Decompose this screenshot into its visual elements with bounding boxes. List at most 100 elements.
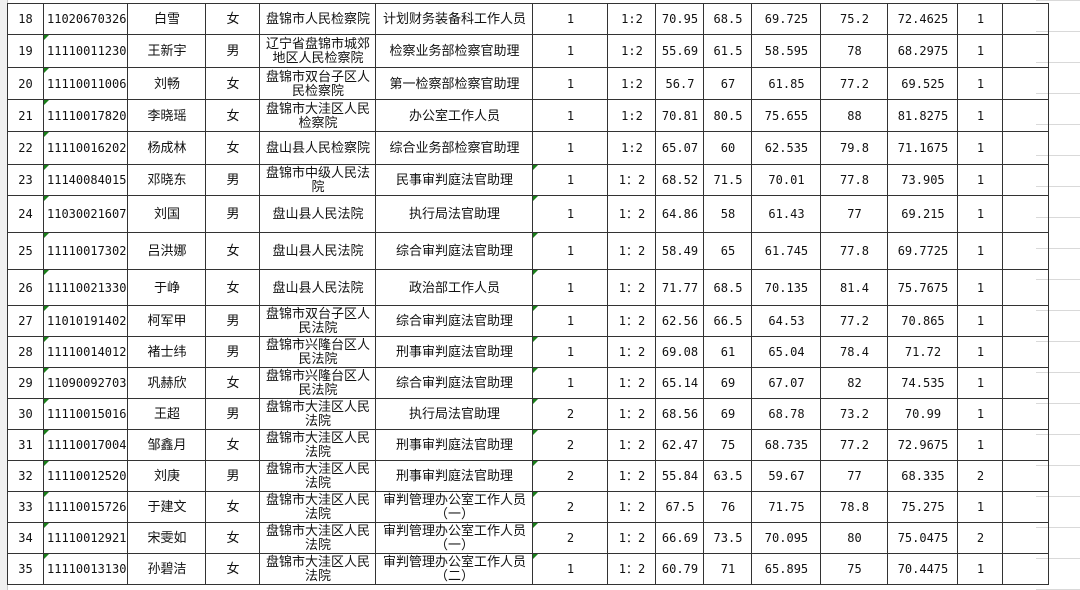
gender-cell[interactable]: 女 xyxy=(205,3,261,35)
total-score-cell[interactable]: 75.275 xyxy=(887,491,959,523)
gender-cell[interactable]: 女 xyxy=(205,491,261,523)
written-score-2-cell[interactable]: 60 xyxy=(703,131,753,165)
gender-cell[interactable]: 男 xyxy=(205,305,261,337)
quota-cell[interactable]: 2 xyxy=(532,522,609,554)
row-number-cell[interactable]: 24 xyxy=(7,195,44,233)
gender-cell[interactable]: 男 xyxy=(205,164,261,196)
written-score-2-cell[interactable]: 61.5 xyxy=(703,34,753,68)
written-score-cell[interactable]: 65.14 xyxy=(655,367,705,399)
total-score-cell[interactable]: 69.215 xyxy=(887,195,959,233)
row-number-cell[interactable]: 22 xyxy=(7,131,44,165)
total-score-cell[interactable]: 74.535 xyxy=(887,367,959,399)
position-cell[interactable]: 综合审判庭法官助理 xyxy=(375,305,534,337)
quota-cell[interactable]: 1 xyxy=(532,195,609,233)
note-cell[interactable] xyxy=(1002,305,1050,337)
candidate-name-cell[interactable]: 邹鑫月 xyxy=(127,429,207,461)
rank-cell[interactable]: 1 xyxy=(957,34,1004,68)
rank-cell[interactable]: 2 xyxy=(957,460,1004,492)
written-average-cell[interactable]: 68.735 xyxy=(751,429,822,461)
written-average-cell[interactable]: 61.745 xyxy=(751,232,822,270)
gender-cell[interactable]: 男 xyxy=(205,34,261,68)
quota-cell[interactable]: 1 xyxy=(532,3,609,35)
recruiting-unit-cell[interactable]: 辽宁省盘锦市城郊地区人民检察院 xyxy=(259,34,377,68)
exam-id-cell[interactable]: 11110014012 xyxy=(42,336,129,368)
written-score-cell[interactable]: 56.7 xyxy=(655,67,705,100)
total-score-cell[interactable]: 68.335 xyxy=(887,460,959,492)
gender-cell[interactable]: 男 xyxy=(205,398,261,430)
written-score-2-cell[interactable]: 68.5 xyxy=(703,3,753,35)
position-cell[interactable]: 检察业务部检察官助理 xyxy=(375,34,534,68)
written-score-2-cell[interactable]: 63.5 xyxy=(703,460,753,492)
written-score-cell[interactable]: 68.56 xyxy=(655,398,705,430)
written-score-cell[interactable]: 58.49 xyxy=(655,232,705,270)
written-score-cell[interactable]: 66.69 xyxy=(655,522,705,554)
written-score-cell[interactable]: 70.95 xyxy=(655,3,705,35)
row-number-cell[interactable]: 27 xyxy=(7,305,44,337)
interview-ratio-cell[interactable]: 1：2 xyxy=(607,336,657,368)
row-number-cell[interactable]: 32 xyxy=(7,460,44,492)
quota-cell[interactable]: 2 xyxy=(532,429,609,461)
interview-ratio-cell[interactable]: 1:2 xyxy=(607,3,657,35)
written-score-2-cell[interactable]: 75 xyxy=(703,429,753,461)
written-score-cell[interactable]: 62.47 xyxy=(655,429,705,461)
rank-cell[interactable]: 1 xyxy=(957,429,1004,461)
written-score-2-cell[interactable]: 67 xyxy=(703,67,753,100)
recruiting-unit-cell[interactable]: 盘锦市大洼区人民检察院 xyxy=(259,99,377,132)
position-cell[interactable]: 审判管理办公室工作人员（一） xyxy=(375,522,534,554)
written-score-2-cell[interactable]: 58 xyxy=(703,195,753,233)
rank-cell[interactable]: 1 xyxy=(957,367,1004,399)
quota-cell[interactable]: 1 xyxy=(532,336,609,368)
exam-id-cell[interactable]: 11110011230 xyxy=(42,34,129,68)
position-cell[interactable]: 办公室工作人员 xyxy=(375,99,534,132)
written-average-cell[interactable]: 61.43 xyxy=(751,195,822,233)
quota-cell[interactable]: 2 xyxy=(532,491,609,523)
candidate-name-cell[interactable]: 于峥 xyxy=(127,269,207,306)
position-cell[interactable]: 审判管理办公室工作人员（一） xyxy=(375,491,534,523)
row-number-cell[interactable]: 35 xyxy=(7,553,44,585)
exam-id-cell[interactable]: 11110015016 xyxy=(42,398,129,430)
interview-score-cell[interactable]: 75.2 xyxy=(820,3,889,35)
rank-cell[interactable]: 1 xyxy=(957,3,1004,35)
interview-ratio-cell[interactable]: 1：2 xyxy=(607,232,657,270)
position-cell[interactable]: 执行局法官助理 xyxy=(375,398,534,430)
recruiting-unit-cell[interactable]: 盘锦市大洼区人民法院 xyxy=(259,522,377,554)
candidate-name-cell[interactable]: 褚士纬 xyxy=(127,336,207,368)
row-number-cell[interactable]: 33 xyxy=(7,491,44,523)
row-number-cell[interactable]: 29 xyxy=(7,367,44,399)
note-cell[interactable] xyxy=(1002,34,1050,68)
position-cell[interactable]: 民事审判庭法官助理 xyxy=(375,164,534,196)
rank-cell[interactable]: 1 xyxy=(957,336,1004,368)
row-number-cell[interactable]: 34 xyxy=(7,522,44,554)
written-score-cell[interactable]: 60.79 xyxy=(655,553,705,585)
written-score-2-cell[interactable]: 71 xyxy=(703,553,753,585)
recruiting-unit-cell[interactable]: 盘锦市人民检察院 xyxy=(259,3,377,35)
written-score-cell[interactable]: 55.69 xyxy=(655,34,705,68)
interview-score-cell[interactable]: 77.2 xyxy=(820,67,889,100)
written-score-cell[interactable]: 70.81 xyxy=(655,99,705,132)
rank-cell[interactable]: 2 xyxy=(957,522,1004,554)
interview-score-cell[interactable]: 77 xyxy=(820,460,889,492)
gender-cell[interactable]: 女 xyxy=(205,269,261,306)
candidate-name-cell[interactable]: 刘畅 xyxy=(127,67,207,100)
rank-cell[interactable]: 1 xyxy=(957,232,1004,270)
exam-id-cell[interactable]: 11110017004 xyxy=(42,429,129,461)
position-cell[interactable]: 综合审判庭法官助理 xyxy=(375,232,534,270)
written-score-cell[interactable]: 69.08 xyxy=(655,336,705,368)
candidate-name-cell[interactable]: 白雪 xyxy=(127,3,207,35)
recruiting-unit-cell[interactable]: 盘山县人民检察院 xyxy=(259,131,377,165)
rank-cell[interactable]: 1 xyxy=(957,67,1004,100)
row-number-cell[interactable]: 30 xyxy=(7,398,44,430)
written-average-cell[interactable]: 62.535 xyxy=(751,131,822,165)
written-average-cell[interactable]: 58.595 xyxy=(751,34,822,68)
exam-id-cell[interactable]: 11110013130 xyxy=(42,553,129,585)
exam-id-cell[interactable]: 11010191402 xyxy=(42,305,129,337)
total-score-cell[interactable]: 71.72 xyxy=(887,336,959,368)
recruiting-unit-cell[interactable]: 盘锦市大洼区人民法院 xyxy=(259,429,377,461)
interview-ratio-cell[interactable]: 1:2 xyxy=(607,99,657,132)
interview-ratio-cell[interactable]: 1：2 xyxy=(607,398,657,430)
row-number-cell[interactable]: 26 xyxy=(7,269,44,306)
note-cell[interactable] xyxy=(1002,522,1050,554)
interview-ratio-cell[interactable]: 1：2 xyxy=(607,460,657,492)
written-score-cell[interactable]: 68.52 xyxy=(655,164,705,196)
total-score-cell[interactable]: 75.7675 xyxy=(887,269,959,306)
